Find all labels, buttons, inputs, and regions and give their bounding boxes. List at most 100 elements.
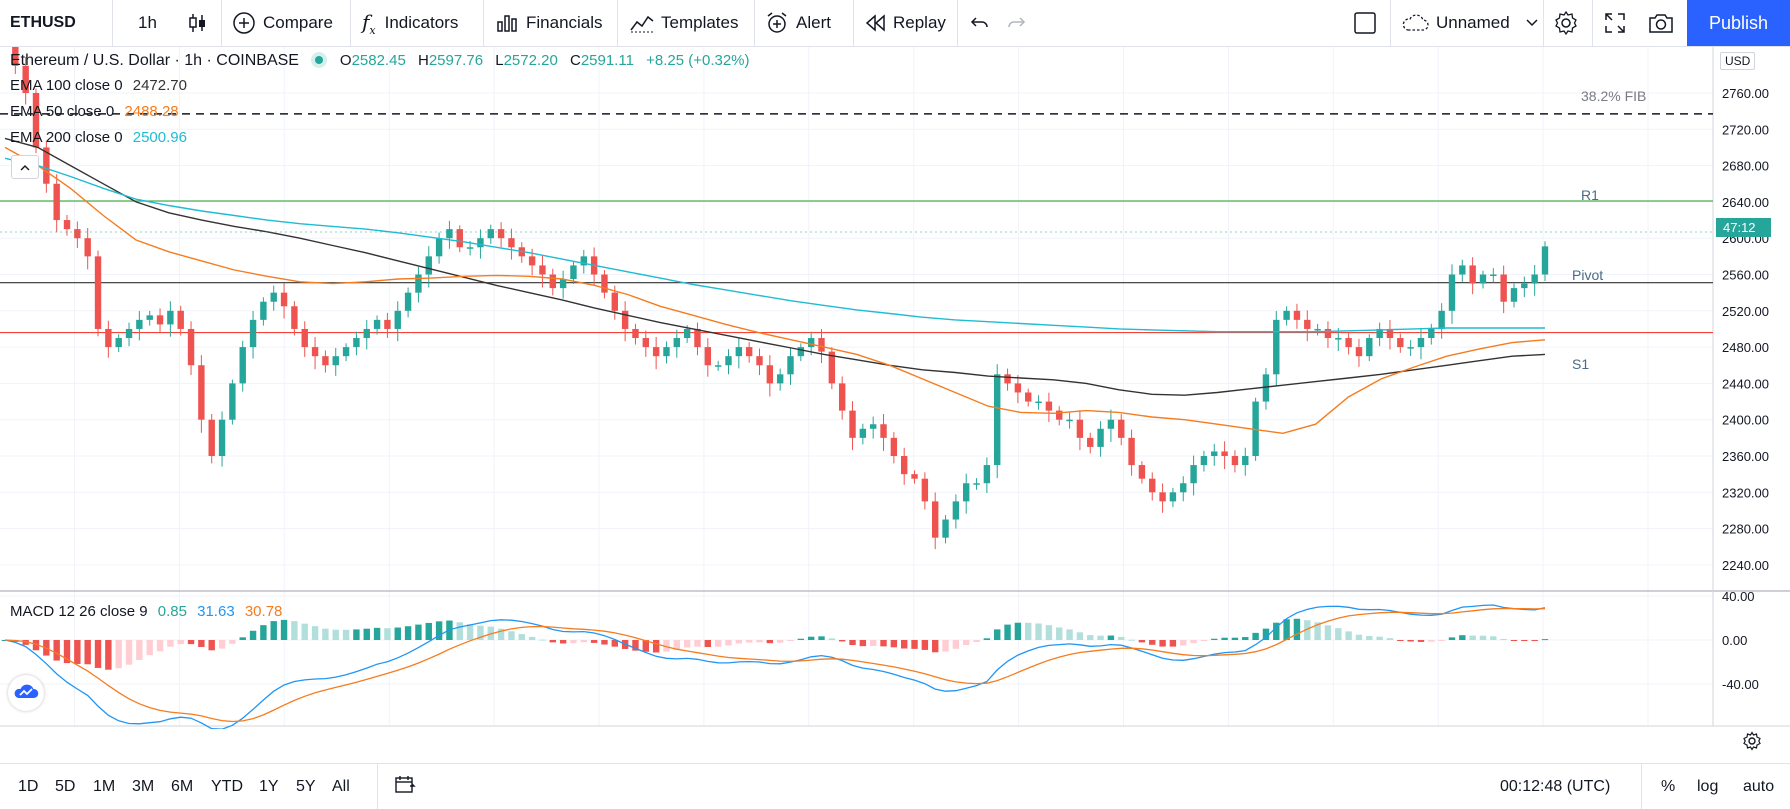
macd-histogram-bar — [890, 640, 898, 648]
macd-histogram-bar — [797, 638, 805, 640]
macd-histogram-bar — [745, 640, 753, 643]
range-1d-button[interactable]: 1D — [18, 764, 38, 809]
macd-legend[interactable]: MACD 12 26 close 9 0.85 31.63 30.78 — [10, 603, 282, 620]
log-label: log — [1697, 777, 1719, 795]
publish-button[interactable]: Publish — [1687, 0, 1790, 46]
candle-body — [1324, 328, 1332, 339]
macd-histogram-bar — [983, 638, 991, 640]
macd-histogram-bar — [1056, 627, 1063, 640]
macd-tick-label: 0.00 — [1722, 633, 1747, 648]
candle-body — [1397, 338, 1404, 348]
toolbar-divider — [377, 764, 378, 809]
macd-histogram-bar — [1283, 619, 1290, 640]
macd-histogram-bar — [415, 624, 422, 640]
indicators-label: Indicators — [384, 13, 459, 32]
macd-histogram-bar — [673, 640, 681, 650]
candle-body — [425, 256, 432, 275]
toolbar-divider — [853, 0, 854, 46]
compare-button[interactable]: Compare — [232, 0, 333, 46]
indicators-button[interactable]: fx Indicators — [362, 0, 458, 46]
macd-histogram-bar — [291, 621, 298, 640]
candle-body — [177, 310, 184, 329]
ema100-legend[interactable]: EMA 100 close 0 2472.70 — [10, 77, 187, 94]
layout-name-button[interactable]: Unnamed — [1400, 0, 1538, 46]
chart-canvas[interactable]: 2760.002720.002680.002640.002600.002560.… — [0, 47, 1790, 729]
macd-histogram-bar — [807, 636, 815, 640]
fib-label: 38.2% FIB — [1581, 88, 1647, 104]
ema50-legend[interactable]: EMA 50 close 0 2488.28 — [10, 103, 179, 120]
macd-histogram-bar — [1262, 628, 1270, 640]
settings-button[interactable] — [1553, 0, 1579, 46]
candle-body — [683, 328, 691, 339]
macd-histogram-bar — [105, 640, 112, 670]
go-to-date-button[interactable] — [394, 764, 416, 809]
range-ytd-label: YTD — [211, 777, 243, 795]
range-6m-button[interactable]: 6M — [171, 764, 193, 809]
macd-histogram-bar — [704, 640, 712, 648]
candle-body — [1035, 401, 1042, 404]
legend-collapse-button[interactable] — [11, 155, 39, 179]
replay-button[interactable]: Replay — [865, 0, 946, 46]
redo-button[interactable] — [1006, 0, 1026, 46]
range-1y-button[interactable]: 1Y — [259, 764, 279, 809]
range-ytd-button[interactable]: YTD — [211, 764, 243, 809]
range-5y-label: 5Y — [296, 777, 316, 795]
ema100-value: 2472.70 — [132, 77, 187, 94]
timezone-button[interactable]: 00:12:48 (UTC) — [1500, 764, 1610, 809]
macd-histogram-bar — [859, 640, 867, 647]
candle-body — [528, 256, 536, 266]
percent-scale-toggle[interactable]: % — [1661, 764, 1675, 809]
macd-histogram-bar — [136, 640, 143, 661]
chart-area[interactable]: 2760.00 2720.00 2680.00 2640.00 2600.00 2560.… — [0, 47, 1790, 751]
expand-icon — [1604, 12, 1626, 34]
undo-button[interactable] — [970, 0, 990, 46]
macd-histogram-bar — [1118, 636, 1125, 640]
range-all-button[interactable]: All — [332, 764, 350, 809]
candle-body — [714, 365, 722, 367]
price-tick-label: 2520.00 — [1722, 304, 1769, 319]
range-5y-button[interactable]: 5Y — [296, 764, 316, 809]
ohlc-change: +8.25 (+0.32%) — [646, 52, 750, 69]
candle-body — [673, 338, 681, 348]
plus-circle-icon — [232, 11, 256, 35]
macd-histogram-bar — [849, 640, 856, 646]
auto-scale-toggle[interactable]: auto — [1743, 764, 1774, 809]
macd-histogram-bar — [714, 640, 722, 647]
price-unit-badge[interactable]: USD — [1720, 52, 1756, 70]
macd-histogram-bar — [1500, 639, 1507, 641]
candle-body — [415, 274, 422, 293]
candle-body — [270, 292, 277, 302]
candle-body — [1283, 310, 1290, 320]
range-5d-button[interactable]: 5D — [55, 764, 75, 809]
fullscreen-select-button[interactable] — [1353, 0, 1377, 46]
tradingview-logo[interactable] — [8, 675, 44, 711]
financials-button[interactable]: Financials — [496, 0, 603, 46]
range-3m-button[interactable]: 3M — [132, 764, 154, 809]
candle-body — [1376, 328, 1383, 339]
snapshot-button[interactable] — [1648, 0, 1674, 46]
ema100-line — [4, 137, 1546, 396]
candle-body — [1500, 274, 1507, 302]
macd-histogram-bar — [921, 640, 929, 650]
candle-body — [1242, 456, 1249, 466]
calendar-arrow-icon — [394, 774, 416, 799]
chevron-down-icon — [1526, 19, 1538, 27]
macd-histogram-bar — [931, 640, 939, 653]
candle-body — [1076, 419, 1084, 438]
log-scale-toggle[interactable]: log — [1697, 764, 1718, 809]
time-axis-settings-button[interactable] — [1740, 730, 1764, 755]
fullscreen-button[interactable] — [1604, 0, 1626, 46]
candle-body — [280, 292, 288, 307]
alert-button[interactable]: Alert — [765, 0, 831, 46]
macd-histogram-bar — [838, 640, 846, 642]
candle-body — [1004, 374, 1011, 384]
symbol-label: ETHUSD — [10, 14, 76, 31]
templates-button[interactable]: Templates — [629, 0, 738, 46]
candle-body — [1169, 492, 1177, 502]
chart-type-button[interactable] — [186, 0, 208, 46]
macd-histogram-bar — [580, 640, 587, 643]
ema200-legend[interactable]: EMA 200 close 0 2500.96 — [10, 129, 187, 146]
interval-button[interactable]: 1h — [138, 0, 157, 46]
range-1m-button[interactable]: 1M — [93, 764, 115, 809]
symbol-search-button[interactable]: ETHUSD — [10, 0, 76, 46]
